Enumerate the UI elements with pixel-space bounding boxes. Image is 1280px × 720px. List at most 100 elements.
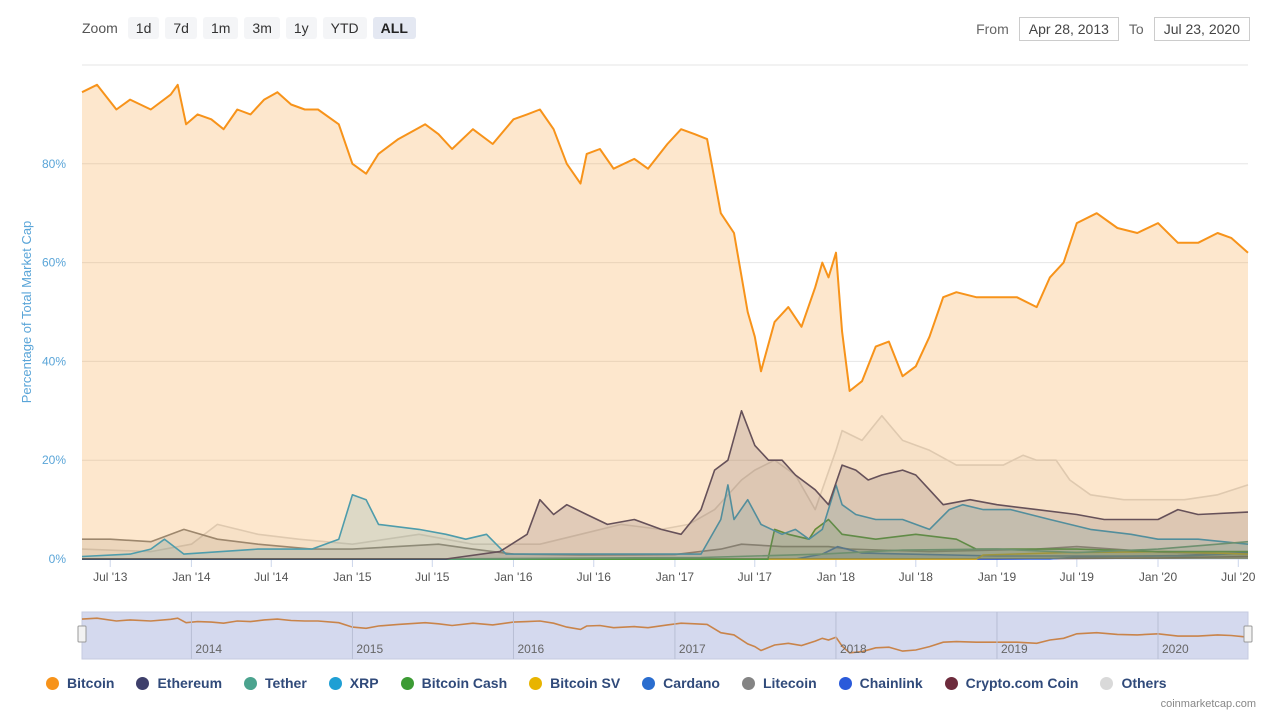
series-tether	[82, 540, 1249, 560]
legend-marker	[400, 676, 414, 690]
zoom-1d-button[interactable]: 1d	[127, 17, 160, 39]
legend-item-bitcoin[interactable]: Bitcoin	[46, 675, 114, 691]
series-area	[82, 415, 1248, 559]
x-tick-label: Jul '13	[93, 570, 128, 584]
legend-item-others[interactable]: Others	[1100, 675, 1167, 691]
credit-text: coinmarketcap.com	[1160, 698, 1256, 710]
legend-item-cardano[interactable]: Cardano	[642, 675, 720, 691]
x-tick-label: Jul '16	[577, 570, 612, 584]
navigator-tick-label: 2020	[1162, 642, 1189, 656]
legend-label: Bitcoin Cash	[421, 675, 508, 691]
navigator-tick-label: 2014	[195, 642, 222, 656]
from-label: From	[976, 21, 1009, 37]
series-line	[81, 83, 1249, 392]
zoom-label: Zoom	[82, 20, 118, 36]
legend-marker	[642, 676, 656, 690]
series-xrp	[81, 484, 1249, 559]
navigator-handle-left[interactable]	[77, 625, 87, 643]
x-tick-label: Jan '17	[656, 570, 695, 584]
legend-marker	[944, 676, 958, 690]
series-line	[81, 484, 1249, 558]
y-tick-label: 20%	[42, 453, 66, 467]
zoom-7d-button[interactable]: 7d	[165, 17, 197, 39]
market-cap-chart: 0% 20% 40% 60% 80% Percentage of Total Market…	[19, 64, 1256, 660]
y-tick-label: 40%	[42, 354, 66, 368]
legend-marker	[244, 676, 258, 690]
to-date-input[interactable]: Jul 23, 2020	[1153, 17, 1250, 41]
x-tick-label: Jul '19	[1060, 570, 1095, 584]
zoom-toolbar: Zoom 1d 7d 1m 3m 1y YTD ALL	[82, 17, 416, 39]
legend-marker	[741, 676, 755, 690]
series-bitcoin	[81, 83, 1249, 560]
navigator-tick-label: 2017	[679, 642, 706, 656]
chart-legend: Bitcoin Ethereum Tether XRP Bitcoin Cash Bitc…	[46, 675, 1189, 691]
legend-label: Cardano	[663, 675, 720, 691]
series-line	[82, 540, 1249, 560]
legend-label: Others	[1121, 675, 1167, 691]
x-tick-label: Jan '18	[817, 570, 856, 584]
legend-item-litecoin[interactable]: Litecoin	[741, 675, 817, 691]
to-label: To	[1128, 21, 1144, 37]
series-area	[82, 484, 1248, 559]
series-line	[81, 414, 1249, 553]
legend-label: Crypto.com Coin	[965, 675, 1079, 691]
series-cardano	[82, 545, 1249, 560]
x-tick-label: Jan '19	[978, 570, 1017, 584]
legend-label: Ethereum	[157, 675, 223, 691]
x-tick-label: Jul '17	[738, 570, 773, 584]
y-tick-label: 0%	[49, 552, 67, 566]
legend-label: Chainlink	[859, 675, 923, 691]
legend-item-ethereum[interactable]: Ethereum	[136, 675, 222, 691]
series-area	[82, 552, 1248, 559]
zoom-1m-button[interactable]: 1m	[202, 17, 239, 39]
legend-label: Bitcoin	[67, 675, 115, 691]
navigator-tick-label: 2016	[517, 642, 544, 656]
zoom-1y-button[interactable]: 1y	[285, 17, 317, 39]
legend-marker	[46, 676, 59, 690]
navigator-tick-label: 2019	[1001, 642, 1028, 656]
date-range: From Apr 28, 2013 To Jul 23, 2020	[976, 17, 1250, 41]
series-ethereum	[82, 410, 1249, 560]
legend-label: Bitcoin SV	[550, 675, 621, 691]
navigator-tick-label: 2018	[840, 642, 867, 656]
navigator-tick-label: 2015	[356, 642, 383, 656]
legend-marker	[328, 676, 342, 690]
series-others	[81, 414, 1249, 559]
series-line	[82, 410, 1249, 560]
y-tick-label: 80%	[42, 157, 66, 171]
navigator-line	[81, 617, 1249, 654]
legend-label: XRP	[349, 675, 379, 691]
legend-marker	[838, 676, 852, 690]
y-tick-label: 60%	[42, 256, 66, 270]
x-tick-label: Jan '14	[172, 570, 211, 584]
legend-item-xrp[interactable]: XRP	[328, 675, 379, 691]
zoom-ytd-button[interactable]: YTD	[322, 17, 367, 39]
x-tick-label: Jul '20	[1221, 570, 1256, 584]
legend-item-chainlink[interactable]: Chainlink	[838, 675, 923, 691]
navigator-handle-right[interactable]	[1243, 625, 1253, 643]
x-tick-label: Jul '18	[899, 570, 934, 584]
legend-marker	[1100, 676, 1114, 690]
series-line	[82, 545, 1249, 560]
legend-marker	[136, 676, 150, 690]
legend-item-crypto-com-coin[interactable]: Crypto.com Coin	[944, 675, 1079, 691]
legend-item-bitcoin-cash[interactable]: Bitcoin Cash	[400, 675, 508, 691]
x-tick-label: Jan '20	[1139, 570, 1178, 584]
zoom-all-button[interactable]: ALL	[372, 17, 416, 39]
series-area	[82, 541, 1248, 559]
series-litecoin	[82, 528, 1249, 559]
from-date-input[interactable]: Apr 28, 2013	[1018, 17, 1119, 41]
series-area	[82, 410, 1248, 559]
legend-marker	[529, 676, 543, 690]
x-tick-label: Jan '15	[333, 570, 372, 584]
legend-item-bitcoin-sv[interactable]: Bitcoin SV	[529, 675, 620, 691]
x-tick-label: Jul '14	[254, 570, 289, 584]
x-tick-label: Jan '16	[494, 570, 533, 584]
series-line	[82, 518, 1248, 560]
zoom-3m-button[interactable]: 3m	[244, 17, 280, 39]
legend-label: Tether	[265, 675, 307, 691]
legend-item-tether[interactable]: Tether	[244, 675, 307, 691]
legend-label: Litecoin	[762, 675, 817, 691]
x-tick-label: Jul '15	[415, 570, 450, 584]
y-axis-label: Percentage of Total Market Cap	[19, 221, 34, 404]
